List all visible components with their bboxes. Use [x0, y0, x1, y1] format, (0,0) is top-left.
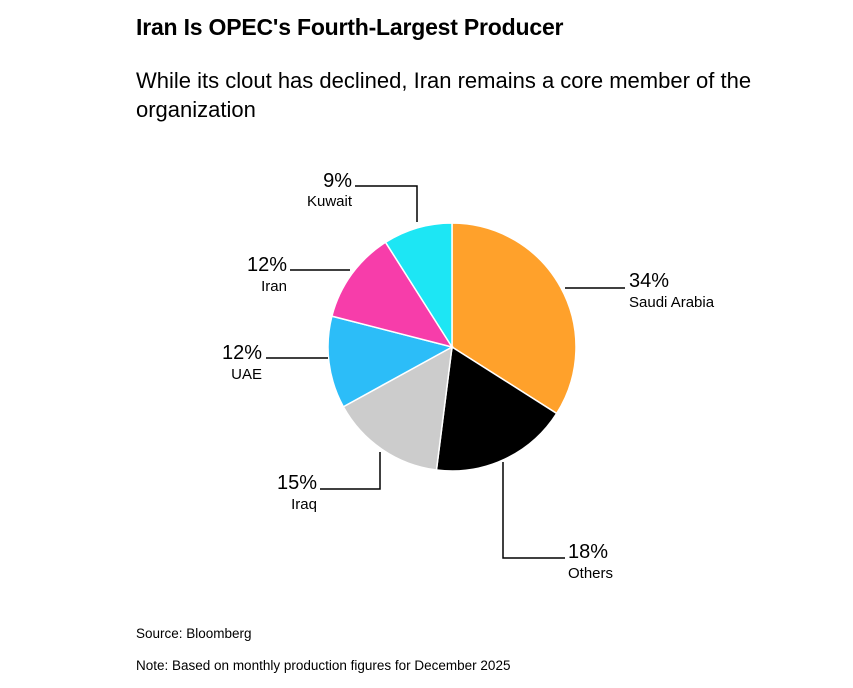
pie-slice-kuwait	[384, 222, 453, 350]
pct-label-kuwait: 9%	[323, 170, 352, 192]
chart-title: Iran Is OPEC's Fourth-Largest Producer	[136, 14, 564, 40]
slice-label-kuwait: Kuwait	[307, 193, 353, 210]
slice-label-iran: Iran	[261, 278, 287, 295]
slice-label-others: Others	[568, 565, 613, 582]
slice-label-uae: UAE	[231, 366, 262, 383]
slice-label-iraq: Iraq	[291, 496, 317, 513]
pct-label-iran: 12%	[247, 254, 287, 276]
footnote: Note: Based on monthly production figure…	[136, 658, 511, 673]
source-note: Source: Bloomberg	[136, 626, 252, 641]
pct-label-saudi: 34%	[629, 270, 669, 292]
leader-line-others	[502, 462, 565, 559]
leader-line-kuwait	[355, 185, 418, 222]
leader-lines	[266, 185, 625, 559]
pct-label-iraq: 15%	[277, 472, 317, 494]
pct-label-others: 18%	[568, 541, 608, 563]
pie-slice-iraq	[342, 345, 453, 471]
pie-slice-uae	[327, 315, 455, 408]
leader-line-iraq	[320, 452, 381, 490]
pie-slice-iran	[330, 241, 454, 349]
pie-slice-others	[435, 345, 558, 472]
slice-label-saudi: Saudi Arabia	[629, 294, 715, 311]
pct-label-uae: 12%	[222, 342, 262, 364]
chart-subtitle: While its clout has declined, Iran remai…	[136, 68, 752, 122]
